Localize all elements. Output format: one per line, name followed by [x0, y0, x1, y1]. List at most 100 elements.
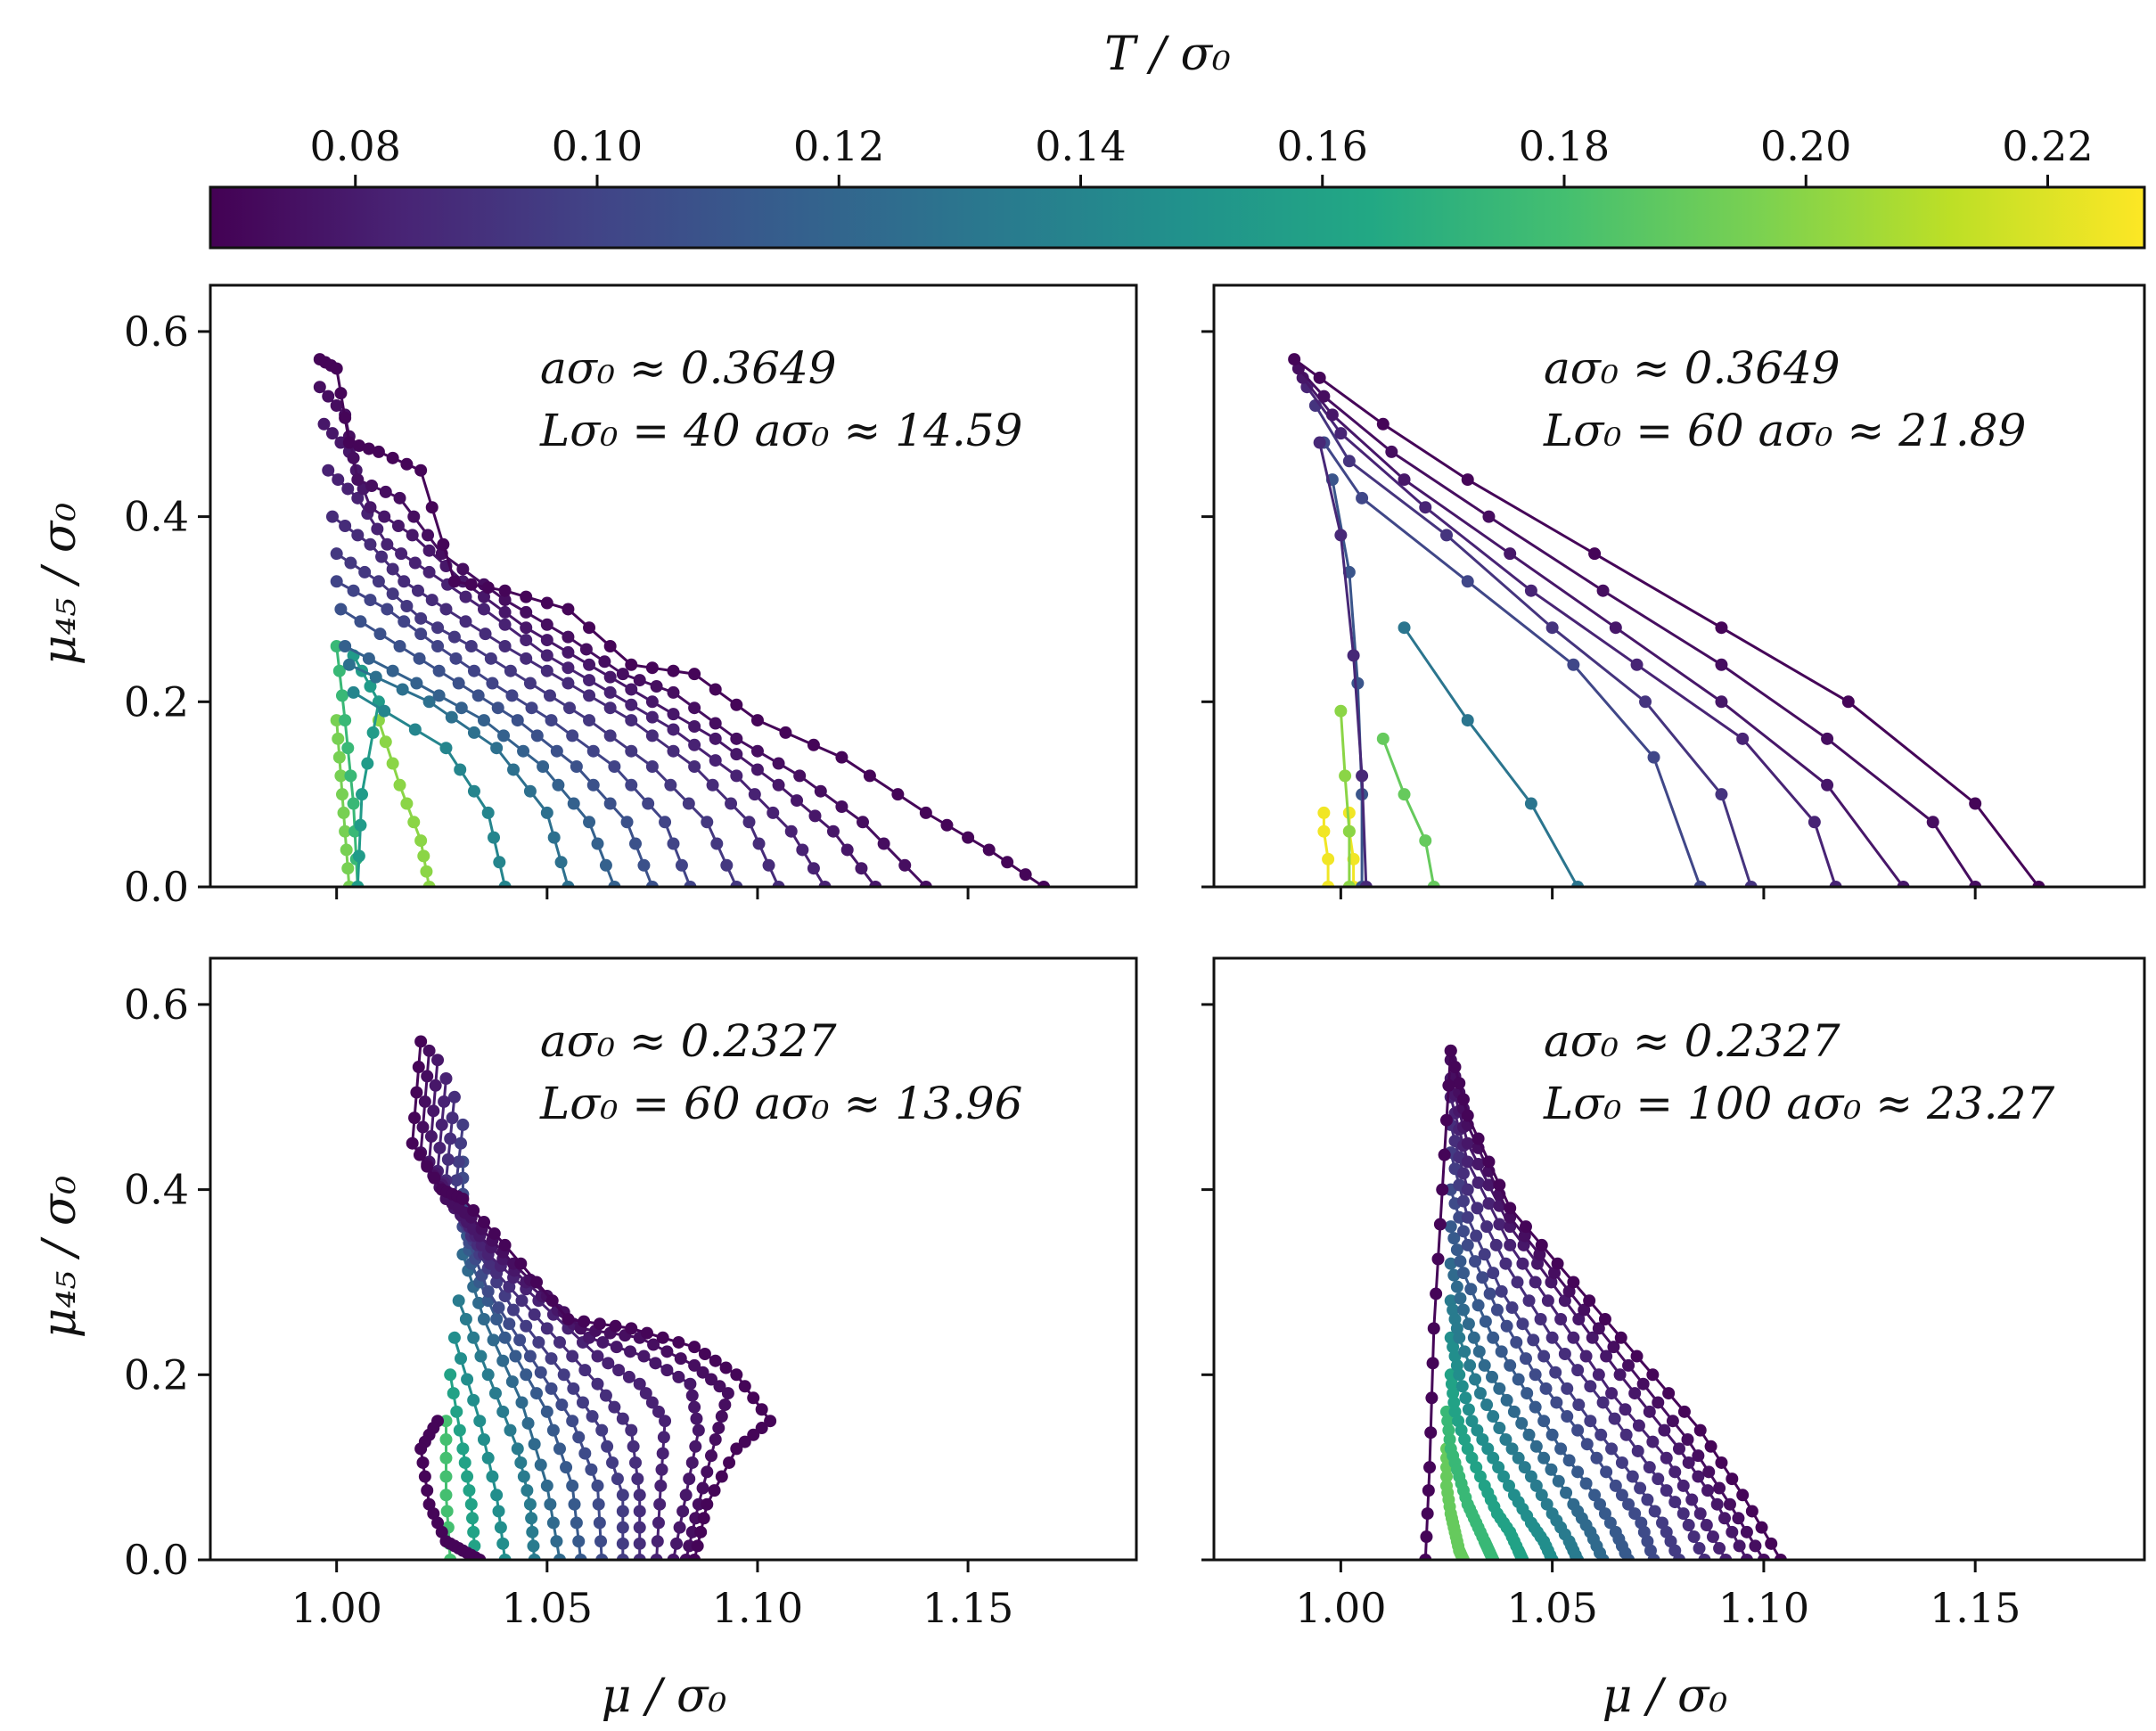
data-point	[504, 664, 517, 677]
data-point	[562, 677, 575, 690]
data-point	[378, 704, 391, 718]
series-T	[330, 575, 697, 887]
data-point	[1487, 1410, 1500, 1423]
data-point	[1442, 1423, 1455, 1437]
data-point	[513, 1333, 527, 1347]
data-point	[339, 520, 352, 532]
data-point	[471, 689, 485, 702]
data-point	[791, 794, 804, 808]
data-point	[381, 603, 394, 616]
data-point	[447, 575, 461, 588]
series-T	[414, 1415, 487, 1560]
data-point	[919, 806, 932, 819]
data-point	[578, 1315, 591, 1328]
data-point	[421, 1484, 434, 1497]
data-point	[1493, 1218, 1506, 1231]
data-point	[1571, 1554, 1585, 1560]
data-point	[491, 701, 504, 715]
data-point	[1619, 1428, 1633, 1441]
data-point	[545, 1382, 558, 1395]
data-point	[562, 1313, 575, 1325]
data-point	[432, 664, 446, 677]
data-point	[473, 1415, 487, 1428]
data-point	[696, 1366, 709, 1379]
data-point	[1744, 881, 1758, 887]
data-point	[640, 1326, 653, 1340]
series-T	[1419, 1044, 1457, 1560]
y-tick-label: 0.6	[124, 980, 189, 1029]
data-point	[334, 387, 348, 400]
data-point	[456, 562, 470, 576]
data-point	[496, 1537, 510, 1550]
data-point	[1740, 1554, 1753, 1560]
data-point	[869, 881, 882, 887]
data-point	[719, 1361, 733, 1374]
colorbar-label: T / σ₀	[1104, 28, 1231, 81]
data-point	[486, 677, 499, 690]
data-point	[611, 1473, 624, 1486]
data-point	[1529, 1440, 1543, 1453]
data-point	[650, 680, 663, 693]
data-point	[408, 556, 422, 570]
data-point	[651, 1535, 664, 1548]
data-point	[1713, 1542, 1726, 1555]
data-point	[362, 652, 375, 665]
data-point	[369, 670, 382, 684]
data-point	[633, 674, 646, 687]
data-point	[664, 778, 677, 792]
data-point	[553, 1335, 566, 1349]
data-point	[439, 603, 453, 616]
data-point	[1425, 1391, 1439, 1405]
data-point	[410, 1086, 423, 1099]
data-point	[1420, 1530, 1433, 1544]
data-point	[1426, 1357, 1439, 1370]
data-point	[1461, 1238, 1474, 1251]
data-point	[1692, 1470, 1705, 1483]
data-point	[645, 760, 659, 773]
data-point	[1469, 1255, 1482, 1268]
data-point	[725, 797, 738, 810]
data-point	[444, 1554, 457, 1560]
data-point	[325, 427, 339, 440]
data-point	[498, 618, 512, 631]
colorbar: T / σ₀ 0.08 0.10 0.12 0.14 0.16 0.18 0.20 0.22	[209, 28, 2146, 250]
data-point	[1376, 732, 1390, 745]
data-point	[537, 760, 550, 773]
series-T	[1342, 806, 1360, 887]
data-point	[616, 1554, 629, 1560]
panel-top-right: aσ₀ ≈ 0.3649 Lσ₀ = 60 aσ₀ ≈ 21.89	[1201, 283, 2146, 899]
data-point	[411, 584, 424, 597]
data-point	[1586, 1331, 1599, 1344]
data-point	[1456, 1303, 1470, 1317]
series-line	[352, 654, 381, 887]
data-point	[645, 881, 659, 887]
data-point	[649, 1357, 662, 1370]
data-point	[616, 1489, 629, 1502]
data-point	[520, 621, 533, 635]
data-point	[439, 1451, 453, 1464]
data-point	[532, 1335, 545, 1349]
data-point	[391, 520, 405, 532]
data-point	[1726, 1473, 1739, 1486]
data-point	[498, 1238, 512, 1251]
data-point	[667, 1554, 680, 1560]
data-point	[625, 658, 638, 671]
data-point	[1660, 1451, 1673, 1464]
data-point	[441, 1153, 455, 1166]
data-point	[1702, 1465, 1716, 1479]
data-point	[1447, 1268, 1461, 1282]
data-point	[807, 738, 820, 751]
data-point	[701, 1465, 714, 1479]
data-point	[425, 501, 439, 514]
data-point	[603, 670, 617, 684]
data-point	[1594, 1497, 1607, 1511]
data-point	[691, 1539, 704, 1553]
data-point	[351, 473, 365, 487]
data-point	[406, 529, 419, 542]
data-point	[545, 714, 558, 727]
data-point	[1706, 1530, 1719, 1544]
data-point	[1495, 1345, 1508, 1358]
data-point	[464, 578, 478, 591]
data-point	[410, 677, 423, 690]
data-point	[1673, 1442, 1685, 1456]
